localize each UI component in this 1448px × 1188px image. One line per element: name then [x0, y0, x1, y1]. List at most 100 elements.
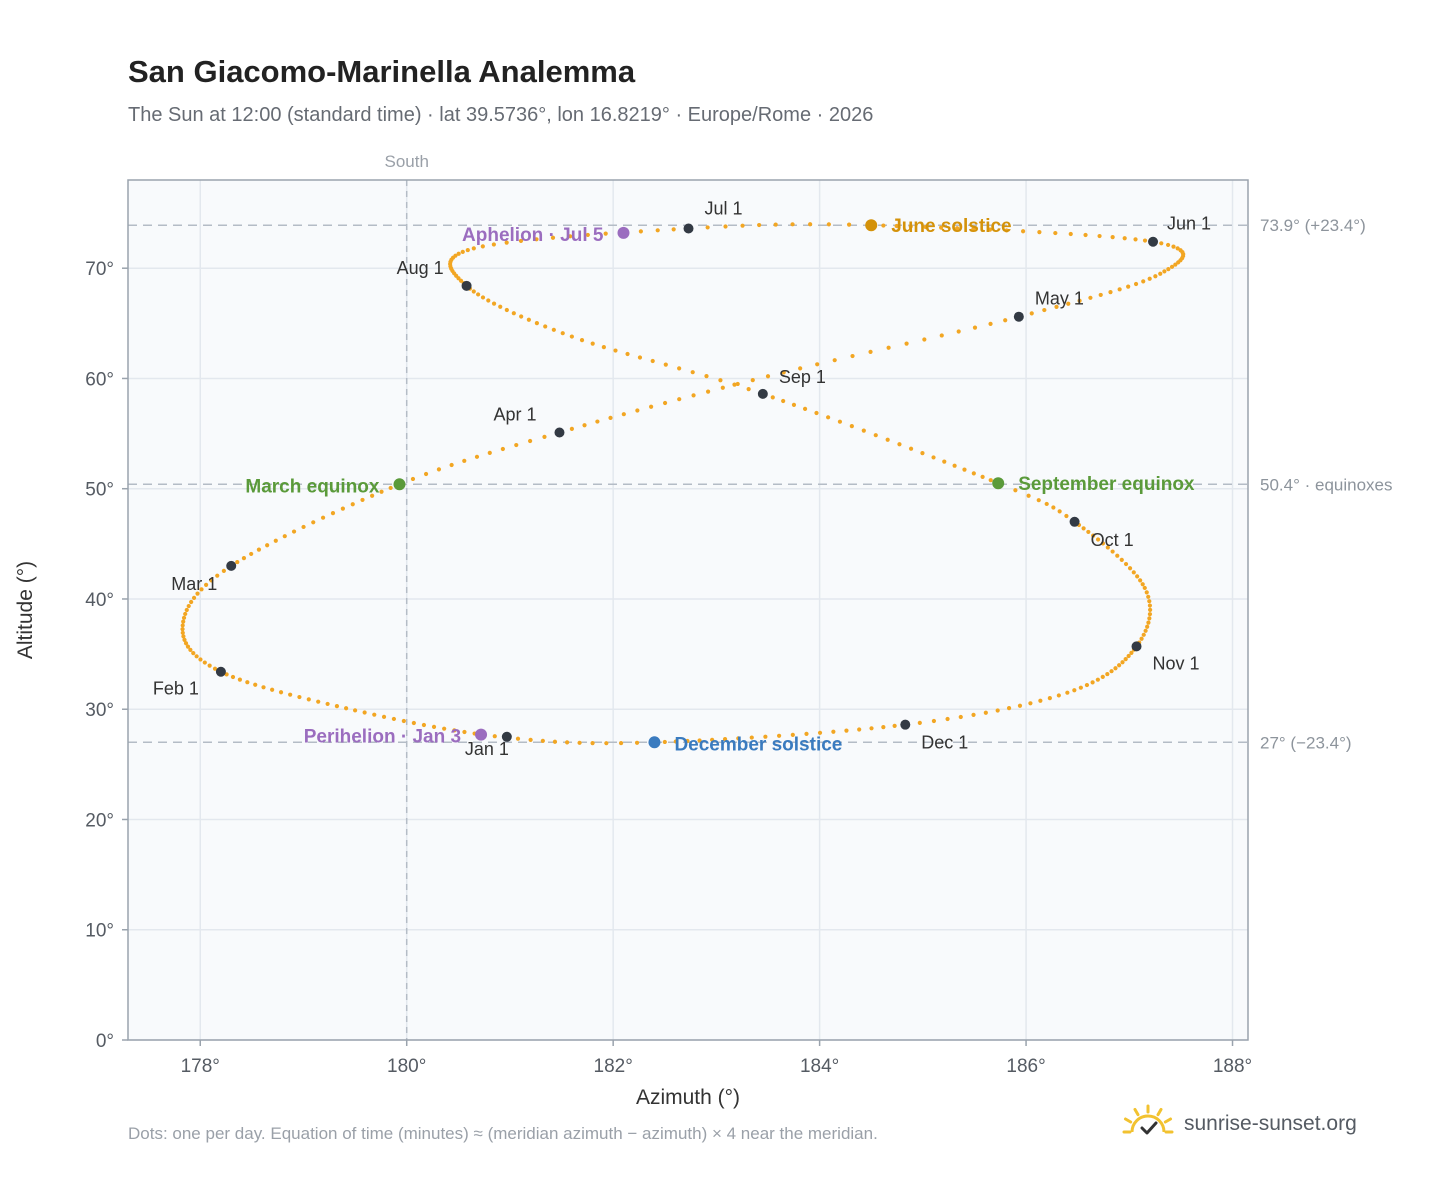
month-label-sep-1: Sep 1	[779, 367, 826, 387]
daily-sun-dot	[802, 406, 808, 411]
y-tick-label: 0°	[96, 1031, 114, 1052]
daily-sun-dot	[1042, 307, 1047, 313]
daily-sun-dot	[952, 463, 957, 468]
daily-sun-dot	[908, 446, 914, 451]
daily-sun-dot	[253, 682, 258, 687]
month-label-jul-1: Jul 1	[705, 199, 743, 219]
daily-sun-dot	[904, 341, 909, 346]
daily-sun-dot	[1110, 235, 1115, 240]
daily-sun-dot	[634, 740, 640, 745]
daily-sun-dot	[504, 307, 509, 313]
daily-sun-dot	[655, 228, 660, 233]
event-label-march-equinox: March equinox	[245, 476, 380, 497]
daily-sun-dot	[980, 474, 985, 479]
daily-sun-dot	[410, 476, 416, 482]
daily-sun-dot	[518, 238, 524, 244]
daily-sun-dot	[1029, 311, 1034, 316]
daily-sun-dot	[492, 734, 497, 739]
daily-sun-dot	[826, 222, 831, 227]
chart-title: San Giacomo-Marinella Analemma	[128, 54, 636, 89]
daily-sun-dot	[958, 714, 963, 720]
daily-sun-dot	[691, 393, 696, 398]
daily-sun-dot	[590, 341, 595, 346]
event-label-aphelion-jul-5: Aphelion · Jul 5	[462, 225, 604, 246]
daily-sun-dot	[1083, 232, 1088, 238]
daily-sun-dot	[491, 242, 496, 247]
daily-sun-dot	[1081, 526, 1086, 531]
daily-sun-dot	[846, 222, 852, 227]
event-label-december-solstice: December solstice	[674, 734, 842, 755]
daily-sun-dot	[476, 292, 481, 297]
daily-sun-dot	[892, 723, 897, 728]
daily-sun-dot	[939, 333, 944, 338]
daily-sun-dot	[241, 555, 247, 561]
daily-sun-dot	[826, 415, 831, 420]
daily-sun-dot	[316, 699, 321, 704]
daily-sun-dot	[1110, 549, 1115, 554]
daily-sun-dot	[352, 708, 358, 713]
daily-sun-dot	[945, 716, 950, 722]
sun-logo-icon	[1122, 1104, 1174, 1135]
month-markers: Jan 1 Feb 1 Mar 1 Apr 1 May 1 Jun 1 Jul 1 Aug 1…	[153, 199, 1211, 759]
brand-logo[interactable]: sunrise-sunset.org	[1120, 1102, 1357, 1146]
daily-sun-dot	[1088, 295, 1093, 300]
daily-sun-dot	[790, 222, 795, 227]
daily-sun-dot	[552, 739, 558, 744]
daily-sun-dot	[291, 529, 297, 534]
daily-sun-dot	[1095, 677, 1100, 682]
x-tick-label: 188°	[1213, 1056, 1252, 1077]
event-label-june-solstice: June solstice	[891, 216, 1011, 237]
daily-sun-dot	[1143, 628, 1148, 633]
daily-sun-dot	[265, 543, 270, 548]
daily-sun-dot	[791, 402, 797, 407]
daily-sun-dot	[474, 454, 480, 459]
event-marker-june-solstice	[865, 219, 878, 232]
daily-sun-dot	[526, 317, 531, 322]
daily-sun-dot	[183, 611, 188, 617]
daily-sun-dot	[873, 433, 878, 438]
reference-line-label: 73.9° (+23.4°)	[1260, 216, 1366, 235]
daily-sun-dot	[685, 738, 690, 744]
daily-sun-dot	[750, 378, 755, 383]
daily-sun-dot	[868, 349, 873, 354]
daily-sun-dot	[1173, 262, 1178, 267]
y-tick-label: 20°	[85, 810, 114, 831]
daily-sun-dot	[1109, 669, 1114, 674]
daily-sun-dot	[749, 735, 754, 740]
daily-sun-dot	[569, 426, 574, 431]
daily-sun-dot	[1053, 230, 1058, 236]
daily-sun-dot	[735, 381, 740, 387]
daily-sun-dot	[1169, 264, 1175, 269]
daily-sun-dot	[270, 687, 275, 692]
daily-sun-dot	[704, 374, 709, 379]
event-label-perihelion-jan-3: Perihelion · Jan 3	[304, 727, 461, 748]
daily-sun-dot	[1141, 279, 1146, 284]
daily-sun-dot	[370, 493, 375, 498]
daily-sun-dot	[1131, 570, 1136, 575]
event-label-september-equinox: September equinox	[1018, 474, 1195, 495]
daily-sun-dot	[1038, 698, 1043, 703]
daily-sun-dot	[662, 739, 667, 745]
month-marker-nov-1	[1131, 641, 1142, 652]
daily-sun-dot	[480, 295, 486, 300]
daily-sun-dot	[705, 389, 711, 394]
daily-sun-dot	[790, 732, 795, 737]
daily-sun-dot	[542, 434, 547, 439]
daily-sun-dot	[1144, 590, 1149, 595]
daily-sun-dot	[1123, 561, 1129, 567]
daily-sun-dot	[565, 740, 570, 745]
daily-sun-dot	[204, 582, 209, 588]
daily-sun-dot	[215, 573, 220, 578]
daily-sun-dot	[582, 423, 587, 428]
daily-sun-dot	[235, 559, 240, 565]
month-marker-may-1	[1013, 311, 1024, 322]
daily-sun-dot	[1098, 292, 1103, 298]
daily-sun-dot	[1078, 685, 1083, 690]
daily-sun-dot	[1142, 585, 1147, 591]
daily-sun-dot	[625, 351, 630, 357]
daily-sun-dot	[1057, 509, 1062, 514]
month-marker-mar-1	[226, 560, 237, 571]
daily-sun-dot	[781, 398, 786, 404]
daily-sun-dot	[256, 547, 262, 552]
daily-sun-dot	[1147, 276, 1152, 281]
